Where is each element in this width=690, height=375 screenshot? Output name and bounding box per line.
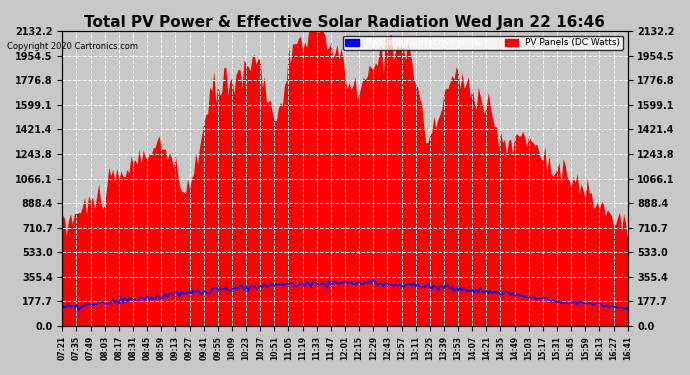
Text: Copyright 2020 Cartronics.com: Copyright 2020 Cartronics.com [7, 42, 138, 51]
Title: Total PV Power & Effective Solar Radiation Wed Jan 22 16:46: Total PV Power & Effective Solar Radiati… [84, 15, 606, 30]
Legend: Radiation (Effective w/m2), PV Panels (DC Watts): Radiation (Effective w/m2), PV Panels (D… [343, 36, 623, 50]
